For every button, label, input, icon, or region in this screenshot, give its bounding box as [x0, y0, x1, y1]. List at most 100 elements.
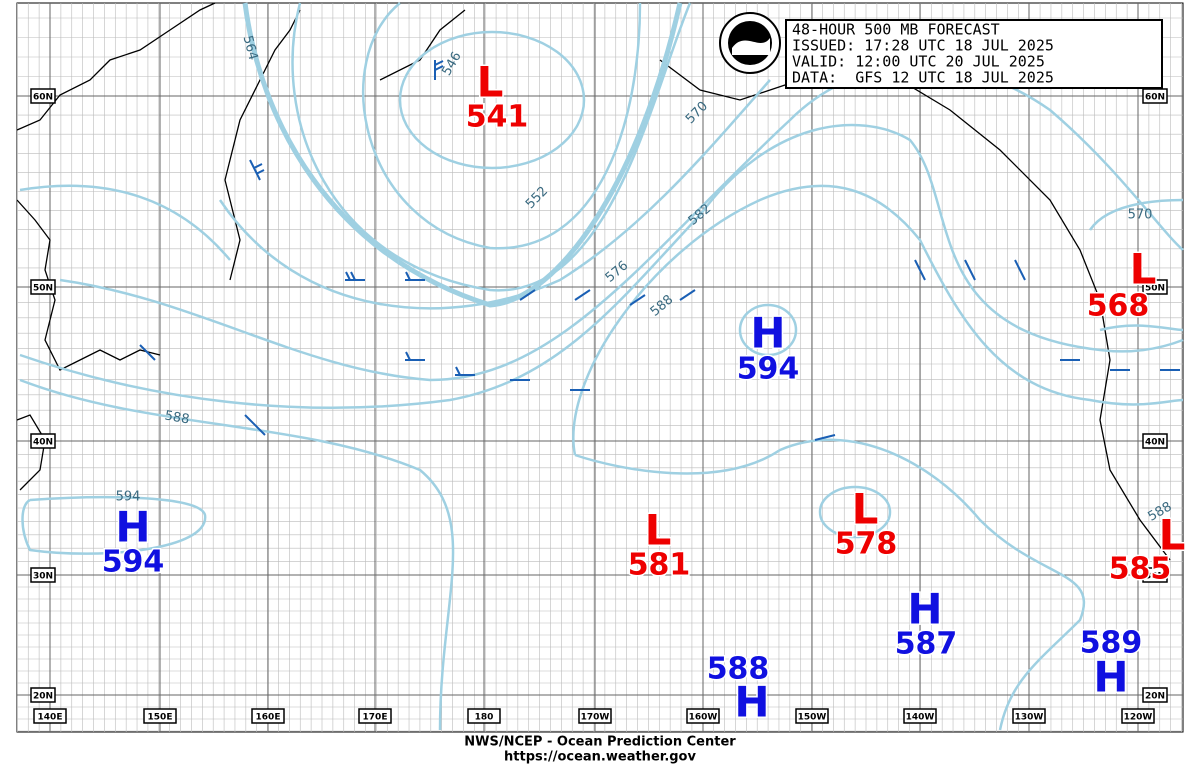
contour-line [1088, 198, 1184, 332]
wind-barbs [139, 60, 1180, 441]
latitude-label-box [30, 687, 56, 703]
longitude-label-box [251, 708, 285, 724]
title-line: ISSUED: 17:28 UTC 18 JUL 2025 [792, 37, 1054, 55]
latitude-label-box [30, 279, 56, 295]
longitude-label: 160E [256, 713, 281, 723]
longitude-label-box [143, 708, 177, 724]
contour-line [218, 79, 771, 310]
contour-line [19, 184, 1184, 731]
center-letter: L [1130, 245, 1157, 294]
latitude-label-box [30, 567, 56, 583]
center-value: 585 [1109, 552, 1172, 587]
latitude-label-box [1142, 433, 1168, 449]
wind-barb [345, 271, 425, 281]
center-letter: L [477, 58, 504, 107]
latitude-label: 60N [1145, 93, 1165, 103]
center-letter: L [852, 485, 879, 534]
longitude-label-box [795, 708, 829, 724]
noaa-logo [719, 12, 781, 74]
center-letter: H [1093, 653, 1128, 702]
coordinate-labels: 60N 60N 50N 50N 40N 40N 30N 30N 20N 20N 140E 150E 16… [30, 88, 1168, 724]
title-line: VALID: 12:00 UTC 20 JUL 2025 [792, 53, 1045, 71]
center-letter: L [1159, 511, 1186, 560]
longitude-label: 120W [1124, 713, 1153, 723]
contour-line [398, 30, 586, 170]
center-letter: H [115, 503, 150, 552]
contour-line [19, 123, 1184, 409]
contour-line [362, 2, 642, 250]
longitude-label: 130W [1015, 713, 1044, 723]
center-value: 587 [895, 627, 958, 662]
title-line: 48-HOUR 500 MB FORECAST [792, 21, 1000, 39]
wind-barb [434, 60, 444, 80]
longitude-label: 140W [906, 713, 935, 723]
footer-line: NWS/NCEP - Ocean Prediction Center [464, 735, 736, 750]
center-value: 541 [466, 100, 529, 135]
wind-barb [139, 259, 1180, 441]
contour-line [242, 2, 683, 308]
longitude-label: 170E [363, 713, 388, 723]
longitude-label-box [358, 708, 392, 724]
center-value: 588 [707, 652, 770, 687]
latitude-label: 20N [33, 692, 53, 702]
latitude-label: 60N [33, 93, 53, 103]
latitude-label: 30N [1145, 572, 1165, 582]
contour-line [818, 485, 892, 539]
contours [19, 2, 1184, 731]
latitude-label: 40N [33, 438, 53, 448]
center-value: 594 [737, 352, 800, 387]
center-value: 589 [1080, 626, 1143, 661]
center-value: 568 [1087, 289, 1150, 324]
contour-line [574, 438, 1086, 731]
latitude-label-box [1142, 279, 1168, 295]
latitude-label: 50N [1145, 284, 1165, 294]
center-value: 581 [628, 548, 691, 583]
center-value: 578 [835, 527, 898, 562]
center-letter: H [734, 678, 769, 727]
latitude-label: 20N [1145, 692, 1165, 702]
longitude-label-box [33, 708, 67, 724]
latitude-label-box [30, 88, 56, 104]
contour-label: 594 [116, 490, 141, 505]
wind-barb [405, 351, 590, 391]
longitude-label: 150E [148, 713, 173, 723]
longitude-label-box [578, 708, 612, 724]
center-letter: H [907, 585, 942, 634]
longitude-label: 180 [475, 713, 494, 723]
center-value: 594 [102, 545, 165, 580]
contour-label: 570 [1128, 208, 1153, 223]
longitude-label-box [1121, 708, 1155, 724]
contour-line [21, 495, 207, 555]
latitude-label-box [1142, 687, 1168, 703]
longitude-label-box [686, 708, 720, 724]
contour-line [291, 2, 692, 292]
title-box: 48-HOUR 500 MB FORECAST ISSUED: 17:28 UT… [785, 19, 1163, 89]
contour-line [738, 303, 798, 357]
latitude-label-box [30, 433, 56, 449]
contour-label: 588 [163, 408, 190, 427]
contour-line [59, 64, 1184, 382]
longitude-label: 160W [689, 713, 718, 723]
wind-barb [519, 289, 696, 306]
latitude-label-box [1142, 567, 1168, 583]
contour-label: 564 [240, 34, 261, 62]
title-line: DATA: GFS 12 UTC 18 JUL 2025 [792, 69, 1054, 87]
latitude-label: 40N [1145, 438, 1165, 448]
longitude-label-box [903, 708, 937, 724]
longitude-label-box [1012, 708, 1046, 724]
footer-line: https://ocean.weather.gov [504, 750, 696, 764]
latitude-label: 30N [33, 572, 53, 582]
wind-barb [249, 159, 265, 181]
longitude-label: 140E [38, 713, 63, 723]
grid [17, 3, 1183, 732]
center-letter: H [750, 309, 785, 358]
longitude-label-box [467, 708, 501, 724]
center-letter: L [645, 506, 672, 555]
longitude-label: 150W [798, 713, 827, 723]
map-frame [16, 2, 1184, 733]
latitude-label: 50N [33, 284, 53, 294]
longitude-label: 170W [581, 713, 610, 723]
